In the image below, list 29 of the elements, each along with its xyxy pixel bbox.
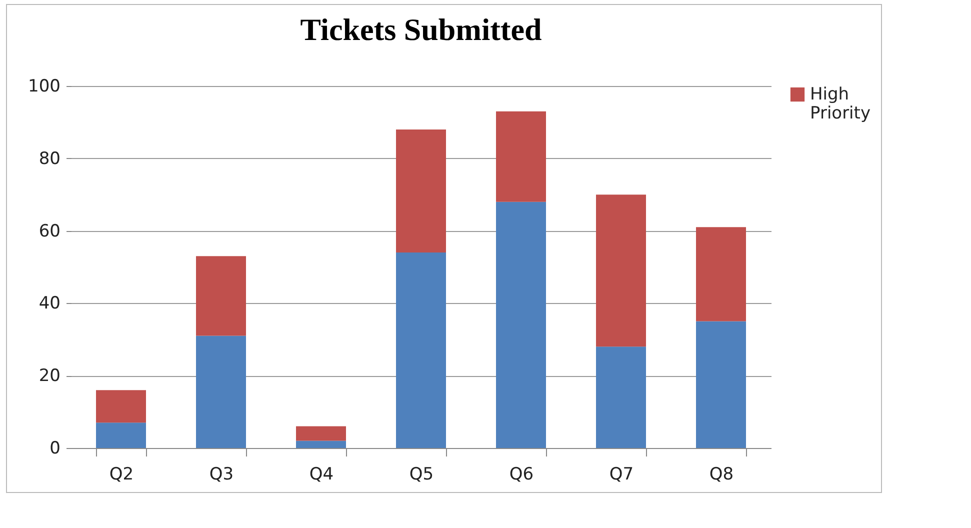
x-tick-label: Q5 xyxy=(409,464,434,484)
bar xyxy=(96,390,146,423)
legend-label: High Priority xyxy=(810,84,871,124)
bar xyxy=(696,227,746,322)
bar xyxy=(696,321,746,448)
bar xyxy=(596,346,646,448)
bar xyxy=(596,194,646,347)
x-tick-label: Q8 xyxy=(709,464,734,484)
y-tick-label: 0 xyxy=(50,438,60,458)
x-tick-label: Q3 xyxy=(209,464,234,484)
chart-title: Tickets Submitted xyxy=(300,12,542,47)
x-tick-label: Q6 xyxy=(509,464,534,484)
x-tick-label: Q2 xyxy=(109,464,134,484)
bar xyxy=(196,336,246,448)
bar xyxy=(196,256,246,336)
y-tick-label: 60 xyxy=(38,221,60,242)
x-tick-label: Q7 xyxy=(609,464,634,484)
bar xyxy=(296,426,346,441)
bar xyxy=(396,129,446,253)
bar xyxy=(496,202,546,448)
y-tick-label: 20 xyxy=(38,366,60,386)
bar xyxy=(496,111,546,202)
bar xyxy=(96,422,146,448)
bar xyxy=(396,252,446,448)
y-tick-label: 40 xyxy=(38,294,60,314)
x-tick-label: Q4 xyxy=(309,464,334,484)
y-tick-label: 80 xyxy=(38,148,60,169)
y-tick-label: 100 xyxy=(28,76,60,96)
bar xyxy=(296,440,346,448)
